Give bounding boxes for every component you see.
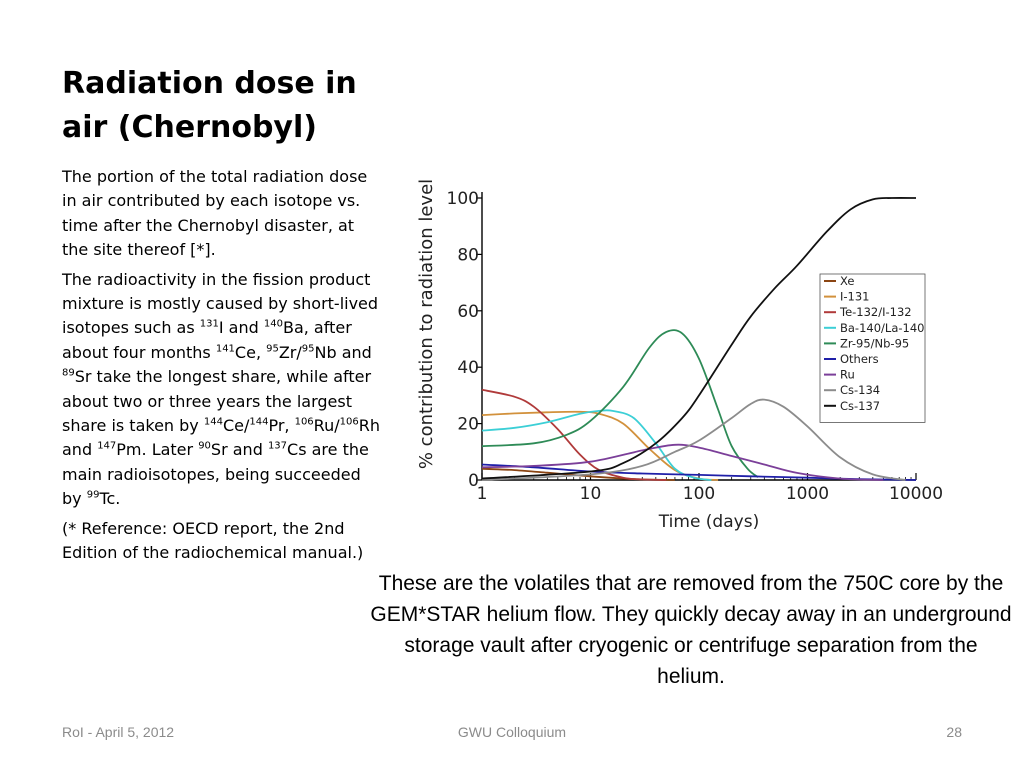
series-line-cs-137 bbox=[481, 197, 917, 480]
legend-label: I-131 bbox=[840, 290, 870, 304]
y-tick-label: 0 bbox=[468, 471, 479, 491]
y-axis-label: % contribution to radiation level bbox=[416, 179, 437, 469]
x-axis-label: Time (days) bbox=[658, 512, 759, 532]
x-tick-label: 10000 bbox=[889, 484, 943, 504]
series-line-ba-140-la-140 bbox=[481, 409, 712, 481]
y-tick-label: 100 bbox=[447, 189, 479, 209]
legend-label: Ru bbox=[840, 368, 855, 382]
legend-label: Ba-140/La-140 bbox=[840, 321, 924, 335]
footer-title: GWU Colloquium bbox=[457, 724, 567, 740]
x-tick-label: 10 bbox=[580, 484, 602, 504]
legend-label: Xe bbox=[840, 274, 854, 288]
x-tick-label: 100 bbox=[683, 484, 715, 504]
series-line-zr-95-nb-95 bbox=[481, 329, 759, 478]
isotope-contribution-chart: 0 20 40 60 80 100 1 10 100 1000 10000 Time (days) % … bbox=[416, 179, 943, 532]
paragraph-3: (* Reference: OECD report, the 2nd Editi… bbox=[62, 518, 364, 563]
footer-page-number: 28 bbox=[946, 724, 962, 740]
series-line-te-132-i-132 bbox=[481, 388, 667, 481]
y-tick-label: 60 bbox=[457, 302, 479, 322]
legend-label: Cs-137 bbox=[840, 399, 880, 413]
slide-title: Radiation dose in air (Chernobyl) bbox=[62, 66, 357, 145]
legend-label: Others bbox=[840, 352, 879, 366]
x-tick-label: 1000 bbox=[786, 484, 829, 504]
caption-text: These are the volatiles that are removed… bbox=[370, 572, 1012, 688]
legend-label: Zr-95/Nb-95 bbox=[840, 336, 909, 350]
footer-date: RoI - April 5, 2012 bbox=[62, 724, 175, 740]
body-text: The portion of the total radiation dose … bbox=[62, 165, 380, 571]
paragraph-1: The portion of the total radiation dose … bbox=[62, 167, 368, 260]
series-line-ru bbox=[481, 443, 884, 481]
y-tick-label: 40 bbox=[457, 358, 479, 378]
y-tick-label: 20 bbox=[457, 415, 479, 435]
y-tick-label: 80 bbox=[457, 245, 479, 265]
paragraph-2: The radioactivity in the fission product… bbox=[62, 269, 380, 509]
legend-box bbox=[819, 273, 926, 423]
legend-label: Cs-134 bbox=[840, 383, 880, 397]
legend-label: Te-132/I-132 bbox=[839, 305, 912, 319]
series-line-cs-134 bbox=[481, 398, 906, 481]
x-tick-label: 1 bbox=[477, 484, 488, 504]
